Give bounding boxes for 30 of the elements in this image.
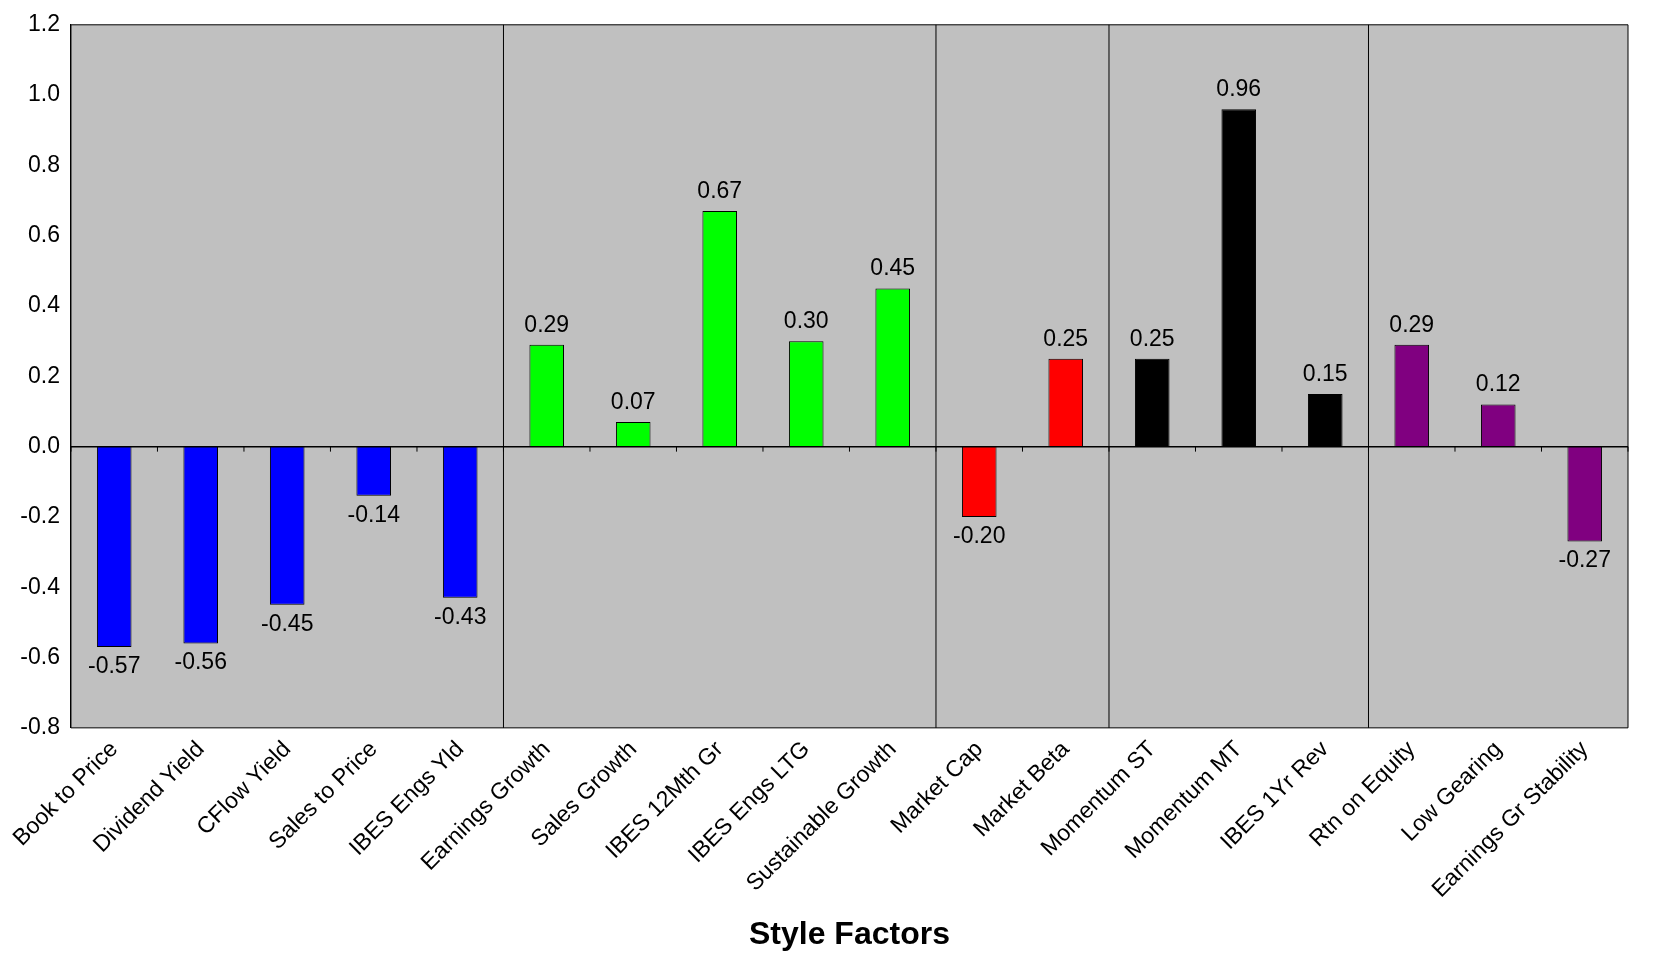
y-tick-label: -0.8 [20, 713, 60, 740]
data-label: -0.27 [1558, 546, 1611, 573]
y-tick-label: 1.2 [27, 10, 60, 37]
data-label: 0.96 [1216, 75, 1262, 102]
data-label: 0.67 [697, 176, 743, 203]
data-label: 0.07 [610, 387, 656, 414]
data-label: 0.30 [783, 307, 829, 334]
y-tick-label: 0.6 [27, 221, 60, 248]
y-tick-label: 1.0 [27, 80, 60, 107]
data-label: -0.43 [434, 602, 487, 629]
data-label: -0.20 [953, 521, 1006, 548]
y-tick-label: 0.2 [27, 361, 60, 388]
y-tick-label: -0.6 [20, 642, 60, 669]
x-axis-title: Style Factors [749, 914, 950, 951]
data-label: 0.29 [524, 310, 570, 337]
data-label: 0.12 [1475, 370, 1521, 397]
data-label: -0.57 [87, 651, 141, 678]
data-label: 0.45 [870, 254, 916, 281]
y-tick-label: 0.0 [27, 431, 60, 458]
data-label: 0.25 [1129, 324, 1175, 351]
y-tick-label: 0.4 [27, 291, 61, 318]
data-label: 0.29 [1389, 310, 1435, 337]
data-label: 0.25 [1043, 324, 1089, 351]
y-tick-label: -0.4 [20, 572, 61, 599]
data-label: 0.15 [1302, 359, 1348, 386]
data-label: -0.56 [174, 648, 227, 675]
y-tick-label: -0.2 [20, 502, 60, 529]
data-label: -0.14 [347, 500, 401, 527]
data-label: -0.45 [261, 609, 314, 636]
y-tick-label: 0.8 [27, 150, 60, 177]
